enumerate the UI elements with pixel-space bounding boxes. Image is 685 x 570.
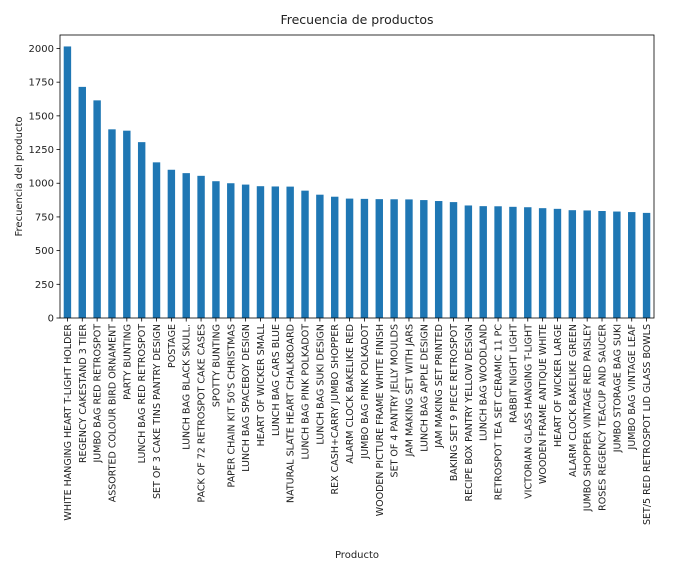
bar xyxy=(301,190,309,318)
x-tick-label: WOODEN PICTURE FRAME WHITE FINISH xyxy=(375,324,386,516)
bar xyxy=(360,198,369,318)
x-tick-label: LUNCH BAG SUKI DESIGN xyxy=(315,324,326,445)
bars-group xyxy=(63,46,651,318)
x-tick-label: JUMBO BAG PINK POLKADOT xyxy=(360,324,371,460)
x-tick-label: REGENCY CAKESTAND 3 TIER xyxy=(78,324,89,463)
bar xyxy=(568,210,577,318)
x-tick-label: SET OF 3 CAKE TINS PANTRY DESIGN xyxy=(152,324,163,499)
bar xyxy=(524,207,532,318)
plot-frame xyxy=(59,34,655,319)
x-tick-label: LUNCH BAG RED RETROSPOT xyxy=(137,324,148,464)
x-tick-label: VICTORIAN GLASS HANGING T-LIGHT xyxy=(523,324,534,499)
x-tick-label: SET/5 RED RETROSPOT LID GLASS BOWLS xyxy=(642,324,653,525)
x-tick-label: LUNCH BAG CARS BLUE xyxy=(271,324,282,436)
x-tick-label: HEART OF WICKER SMALL xyxy=(256,323,267,446)
bar xyxy=(271,186,280,318)
x-tick-label: LUNCH BAG APPLE DESIGN xyxy=(419,324,430,452)
x-tick-label: ALARM CLOCK BAKELIKE RED xyxy=(345,324,356,464)
x-tick-label: RABBIT NIGHT LIGHT xyxy=(508,324,519,423)
bar xyxy=(123,130,131,318)
bar xyxy=(613,211,621,318)
bar xyxy=(345,198,354,318)
x-tick-label: JUMBO SHOPPER VINTAGE RED PAISLEY xyxy=(583,324,594,512)
y-tick-label: 750 xyxy=(35,212,54,223)
x-tick-label: HEART OF WICKER LARGE xyxy=(553,324,564,447)
x-tick-label: LUNCH BAG SPACEBOY DESIGN xyxy=(241,324,252,472)
x-tick-label: LUNCH BAG PINK POLKADOT xyxy=(301,324,312,460)
bar xyxy=(78,86,86,318)
bar xyxy=(494,206,502,318)
bar xyxy=(182,173,190,318)
y-axis-label: Frecuencia del producto xyxy=(14,116,25,236)
x-tick-label: RECIPE BOX PANTRY YELLOW DESIGN xyxy=(464,324,475,501)
x-tick-label: PAPER CHAIN KIT 50'S CHRISTMAS xyxy=(226,324,237,488)
bar xyxy=(286,186,294,318)
x-tick-label: SET OF 4 PANTRY JELLY MOULDS xyxy=(390,324,401,477)
y-tick-label: 250 xyxy=(35,280,54,291)
x-tick-label: JAM MAKING SET WITH JARS xyxy=(404,324,415,457)
bar xyxy=(464,205,473,318)
y-tick-label: 1250 xyxy=(29,145,54,156)
y-tick-label: 1000 xyxy=(29,179,54,190)
x-tick-label: PACK OF 72 RETROSPOT CAKE CASES xyxy=(197,324,208,503)
bar xyxy=(598,211,606,318)
bar xyxy=(405,199,413,318)
y-tick-label: 2000 xyxy=(29,44,54,55)
bar xyxy=(108,129,116,318)
x-tick-label: ROSES REGENCY TEACUP AND SAUCER xyxy=(598,324,609,511)
x-tick-label: WOODEN FRAME ANTIQUE WHITE xyxy=(538,324,549,484)
bar xyxy=(152,162,161,318)
bar xyxy=(434,201,443,318)
x-tick-label: LUNCH BAG WOODLAND xyxy=(479,324,490,441)
x-axis: WHITE HANGING HEART T-LIGHT HOLDER REGENC… xyxy=(63,318,653,525)
bar xyxy=(583,210,591,318)
x-tick-label: RETROSPOT TEA SET CERAMIC 11 PC xyxy=(494,324,505,501)
x-tick-label: NATURAL SLATE HEART CHALKBOARD xyxy=(286,324,297,503)
chart-title: Frecuencia de productos xyxy=(280,12,433,27)
x-tick-label: JUMBO STORAGE BAG SUKI xyxy=(612,324,623,453)
bar xyxy=(256,186,265,318)
bar xyxy=(375,199,383,318)
bar xyxy=(509,206,517,318)
x-tick-label: ASSORTED COLOUR BIRD ORNAMENT xyxy=(107,324,118,502)
x-tick-label: JUMBO BAG RED RETROSPOT xyxy=(93,324,104,464)
x-tick-label: WHITE HANGING HEART T-LIGHT HOLDER xyxy=(63,324,74,521)
x-tick-label: POSTAGE xyxy=(167,324,178,368)
x-axis-label: Producto xyxy=(335,550,379,561)
y-tick-label: 500 xyxy=(35,246,54,257)
bar xyxy=(449,202,458,318)
bar xyxy=(167,169,176,318)
x-tick-label: JUMBO BAG VINTAGE LEAF xyxy=(627,324,638,450)
x-tick-label: LUNCH BAG BLACK SKULL. xyxy=(182,324,193,450)
bar xyxy=(197,175,205,318)
bar xyxy=(553,208,562,318)
bar xyxy=(331,196,339,318)
bar xyxy=(137,142,146,318)
x-tick-label: ALARM CLOCK BAKELIKE GREEN xyxy=(568,324,579,477)
bar xyxy=(628,212,636,318)
bar xyxy=(538,208,547,318)
bar xyxy=(227,183,235,318)
x-tick-label: JAM MAKING SET PRINTED xyxy=(434,324,445,449)
y-tick-label: 1500 xyxy=(29,111,54,122)
bar xyxy=(479,206,487,318)
x-tick-label: PARTY BUNTING xyxy=(122,324,133,400)
x-tick-label: SPOTTY BUNTING xyxy=(211,324,222,407)
x-tick-label: BAKING SET 9 PIECE RETROSPOT xyxy=(449,324,460,481)
bar xyxy=(420,200,428,318)
bar xyxy=(241,184,250,318)
x-tick-label: REX CASH+CARRY JUMBO SHOPPER xyxy=(330,324,341,495)
y-axis: 0 250 500 750 1000 1250 1500 1750 2000 xyxy=(29,44,60,325)
y-tick-label: 0 xyxy=(48,314,54,325)
bar xyxy=(212,181,220,318)
bar xyxy=(642,212,651,318)
bar xyxy=(390,199,398,318)
y-tick-label: 1750 xyxy=(29,78,54,89)
bar xyxy=(316,194,324,318)
bar xyxy=(93,100,101,318)
bar xyxy=(63,46,72,318)
